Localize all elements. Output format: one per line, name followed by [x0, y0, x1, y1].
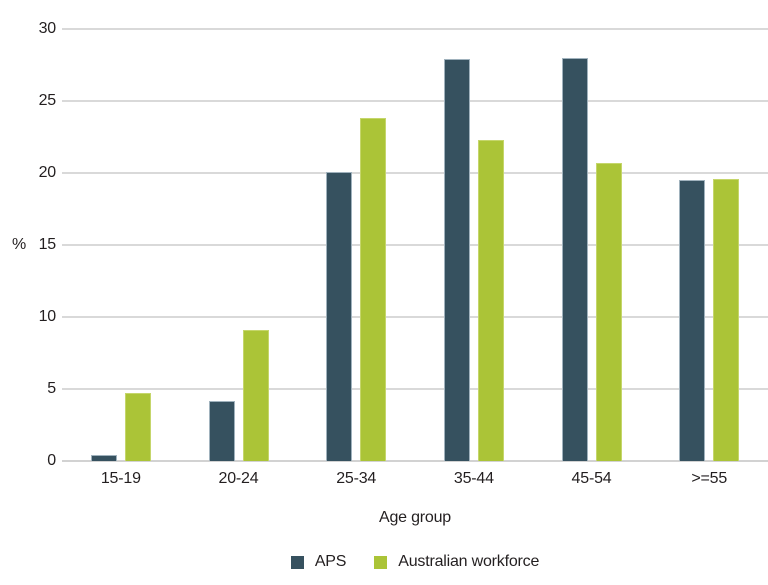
gridline: [62, 100, 768, 102]
y-tick-label: 15: [38, 236, 57, 253]
bar-aps: [679, 180, 706, 461]
legend-item-aps: APS: [290, 552, 347, 572]
gridline: [62, 28, 768, 30]
legend: APS Australian workforce: [62, 552, 768, 572]
category-label: 25-34: [336, 470, 377, 487]
bar-group: [415, 29, 533, 461]
category-label: 45-54: [571, 470, 612, 487]
legend-item-australian-workforce: Australian workforce: [374, 552, 539, 572]
bar-aps: [208, 400, 235, 461]
bar-groups: [62, 29, 768, 461]
y-tick-label: 30: [38, 20, 57, 37]
y-tick-label: 10: [38, 308, 57, 325]
bar-aps: [443, 59, 470, 461]
bar-australian-workforce: [477, 139, 504, 461]
bar-aps: [561, 57, 588, 461]
legend-swatch-aps: [290, 555, 304, 569]
gridline: [62, 316, 768, 318]
legend-label: Australian workforce: [398, 553, 540, 570]
gridline: [62, 388, 768, 390]
bar-group: [180, 29, 298, 461]
legend-swatch-australian-workforce: [374, 555, 388, 569]
category-label: >=55: [691, 470, 728, 487]
y-axis-tick-labels: 0 5 10 15 20 25 30: [0, 20, 57, 469]
bar-australian-workforce: [595, 162, 622, 461]
bar-group: [650, 29, 768, 461]
y-tick-label: 0: [47, 452, 56, 469]
y-axis-unit-label: %: [12, 236, 27, 253]
bar-group: [62, 29, 180, 461]
bar-australian-workforce: [124, 393, 151, 461]
bar-aps: [326, 171, 353, 461]
plot-area: [62, 28, 768, 462]
gridline: [62, 460, 768, 462]
y-tick-label: 25: [38, 92, 57, 109]
bar-australian-workforce: [242, 329, 269, 461]
bar-group: [533, 29, 651, 461]
bar-australian-workforce: [713, 178, 740, 461]
x-axis-tick-labels: 15-19 20-24 25-34 35-44 45-54 >=55: [62, 469, 768, 489]
y-tick-label: 20: [38, 164, 57, 181]
gridline: [62, 172, 768, 174]
gridlines: [62, 28, 768, 462]
x-axis-title: Age group: [378, 509, 452, 526]
category-label: 15-19: [100, 470, 141, 487]
category-label: 20-24: [218, 470, 259, 487]
legend-label: APS: [314, 553, 347, 570]
bar-group: [297, 29, 415, 461]
bar-aps: [90, 455, 117, 461]
category-label: 35-44: [453, 470, 494, 487]
gridline: [62, 244, 768, 246]
y-tick-label: 5: [47, 380, 56, 397]
bar-australian-workforce: [360, 118, 387, 461]
